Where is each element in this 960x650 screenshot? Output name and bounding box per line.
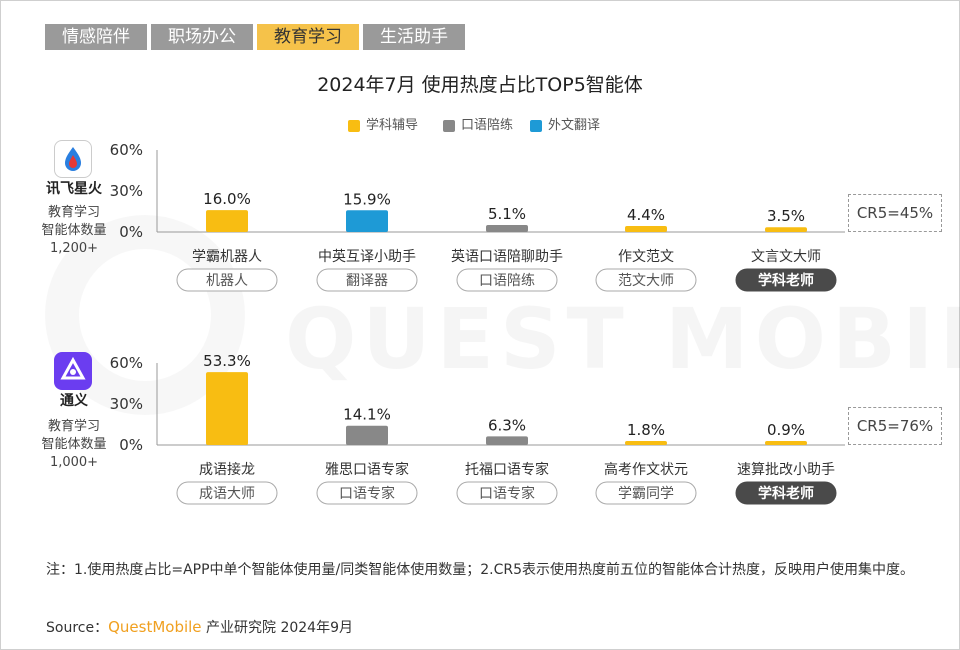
legend: 学科辅导 口语陪练 外文翻译	[0, 116, 960, 136]
cr5-badge-xunfei: CR5=45%	[848, 194, 942, 232]
tag-label: 成语大师	[199, 486, 255, 502]
app-sub-line-3: 1,200+	[49, 241, 99, 256]
tag-pill	[456, 268, 558, 292]
app-name: 讯飞星火	[46, 181, 102, 197]
tag-label: 机器人	[206, 273, 248, 289]
category-label: 速算批改小助手	[737, 462, 835, 478]
tongyi-icon	[54, 352, 92, 390]
source-suffix: 产业研究院 2024年9月	[201, 620, 353, 636]
y-tick-label: 0%	[119, 223, 143, 241]
app-info-tongyi: 通义 教育学习 智能体数量 1,000+	[30, 352, 118, 472]
tag-label: 口语专家	[479, 485, 535, 502]
data-label: 15.9%	[343, 190, 391, 208]
tab-emotional-companion[interactable]: 情感陪伴	[45, 24, 147, 50]
data-label: 4.4%	[627, 206, 665, 224]
category-label: 学霸机器人	[192, 249, 262, 265]
tag-pill	[456, 481, 558, 505]
tag-pill	[176, 268, 278, 292]
footnote: 注：1.使用热度占比=APP中单个智能体使用量/同类智能体使用数量；2.CR5表…	[46, 562, 915, 578]
category-label: 作文范文	[618, 248, 674, 265]
tab-workplace-office[interactable]: 职场办公	[151, 24, 253, 50]
tab-life-assistant[interactable]: 生活助手	[363, 24, 465, 50]
app-sub-line-3: 1,000+	[49, 455, 99, 470]
app-sub-line-1: 教育学习	[47, 419, 100, 434]
data-label: 1.8%	[627, 421, 665, 439]
app-sub-line-1: 教育学习	[47, 205, 100, 220]
app-name: 通义	[60, 393, 88, 409]
data-label: 16.0%	[203, 190, 251, 208]
tag-pill	[735, 481, 837, 505]
cr5-badge-tongyi: CR5=76%	[848, 407, 942, 445]
category-label: 高考作文状元	[604, 461, 688, 478]
data-label: 3.5%	[767, 207, 805, 225]
y-tick-label: 30%	[110, 395, 143, 413]
tag-pill	[316, 481, 418, 505]
category-label: 中英互译小助手	[318, 248, 416, 265]
y-tick-label: 30%	[110, 182, 143, 200]
category-label: 托福口语专家	[465, 461, 549, 478]
bar	[486, 436, 528, 445]
data-label: 6.3%	[488, 416, 526, 434]
bar	[625, 441, 667, 445]
category-label: 文言文大师	[751, 249, 821, 265]
tag-pill	[595, 268, 697, 292]
tag-pill	[316, 268, 418, 292]
chart-title: 2024年7月 使用热度占比TOP5智能体	[317, 74, 643, 96]
tab-education-learning[interactable]: 教育学习	[257, 24, 359, 50]
data-label: 14.1%	[343, 406, 391, 424]
bar	[765, 441, 807, 445]
xunfei-spark-icon	[54, 140, 92, 178]
source-brand: QuestMobile	[108, 618, 202, 636]
legend-label: 外文翻译	[548, 118, 601, 133]
data-label: 5.1%	[488, 205, 526, 223]
legend-swatch-oral-practice	[443, 120, 455, 132]
bar	[346, 210, 388, 232]
app-sub-line-2: 智能体数量	[41, 437, 107, 452]
bar	[625, 225, 667, 232]
category-label: 英语口语陪聊助手	[451, 248, 563, 265]
y-tick-label: 60%	[110, 354, 143, 372]
source-line: Source：QuestMobile 产业研究院 2024年9月	[46, 617, 353, 637]
data-label: 0.9%	[767, 421, 805, 439]
category-label: 成语接龙	[199, 461, 255, 478]
tag-pill	[595, 481, 697, 505]
tag-label: 口语陪练	[479, 273, 535, 289]
tag-label: 学科老师	[758, 485, 814, 502]
legend-label: 学科辅导	[366, 118, 419, 133]
source-prefix: Source：	[46, 620, 109, 636]
tag-label: 翻译器	[346, 273, 388, 289]
tag-label: 口语专家	[339, 485, 395, 502]
tag-pill	[735, 268, 837, 292]
tag-label: 范文大师	[618, 272, 674, 289]
data-label: 53.3%	[203, 352, 251, 370]
legend-swatch-subject-tutoring	[348, 120, 360, 132]
category-label: 雅思口语专家	[325, 461, 409, 478]
bar	[486, 225, 528, 232]
legend-swatch-translation	[530, 120, 542, 132]
y-tick-label: 0%	[119, 436, 143, 454]
app-sub-line-2: 智能体数量	[41, 223, 107, 238]
tag-label: 学科老师	[758, 272, 814, 289]
bar	[206, 210, 248, 232]
tag-pill	[176, 481, 278, 505]
app-info-xunfei: 讯飞星火 教育学习 智能体数量 1,200+	[30, 138, 118, 258]
legend-label: 口语陪练	[461, 118, 514, 133]
bar	[206, 372, 248, 445]
y-tick-label: 60%	[110, 141, 143, 159]
tag-label: 学霸同学	[618, 486, 674, 502]
bar	[346, 425, 388, 445]
bar	[765, 227, 807, 232]
